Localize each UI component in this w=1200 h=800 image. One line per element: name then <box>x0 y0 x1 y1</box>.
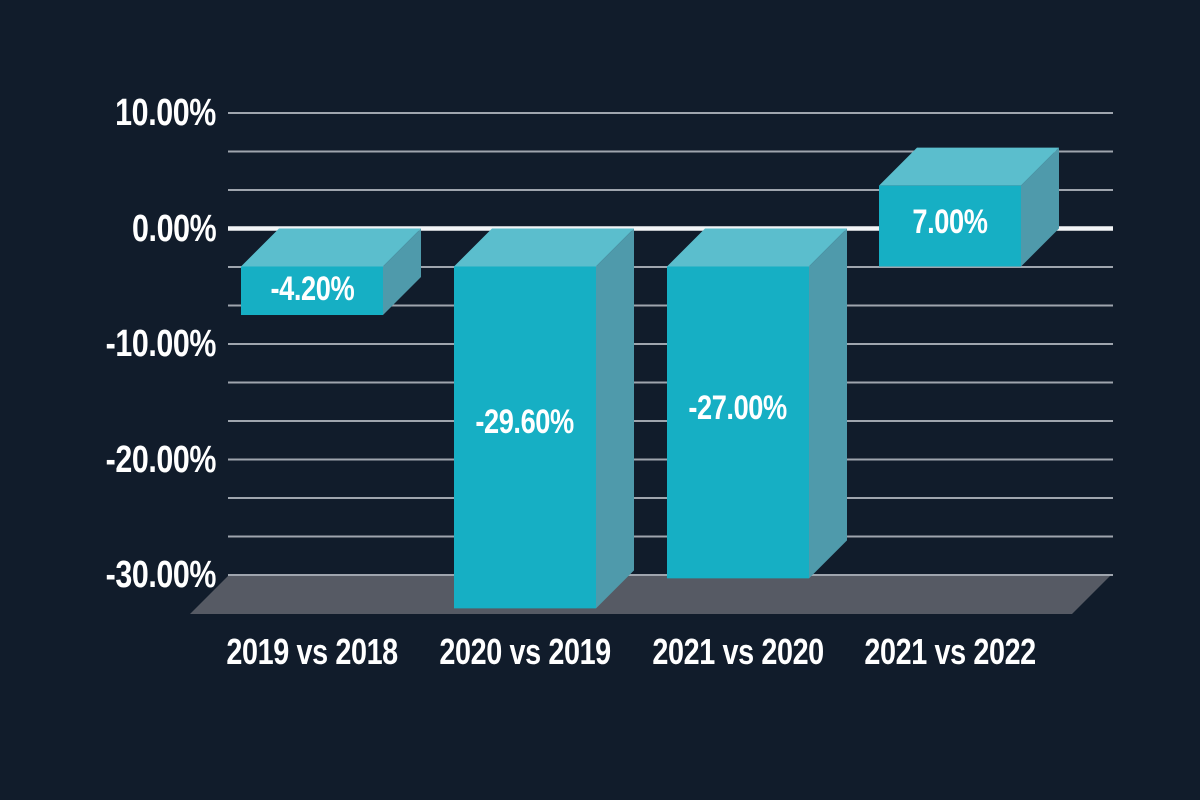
bar-front-face <box>241 266 383 316</box>
bar-front-face <box>879 185 1021 267</box>
chart-floor <box>190 576 1110 614</box>
bar-front-face <box>454 266 596 609</box>
bar-value-label: -29.60% <box>475 403 575 442</box>
bar-side-face <box>809 228 847 579</box>
bar-value-label: -4.20% <box>270 269 354 308</box>
x-axis-category-label: 2020 vs 2019 <box>439 631 611 672</box>
y-axis-tick-label: 0.00% <box>131 207 217 250</box>
bar-top-face <box>879 147 1059 186</box>
x-axis-category-label: 2021 vs 2020 <box>652 631 824 672</box>
bar-side-face <box>1021 147 1059 267</box>
y-axis-tick-label: -30.00% <box>105 554 217 596</box>
y-axis-tick-label: -10.00% <box>105 323 217 365</box>
y-axis-tick-label: 10.00% <box>115 92 216 134</box>
bar-value-label: 7.00% <box>912 203 988 242</box>
bar-side-face <box>383 228 421 316</box>
bar-top-face <box>667 228 847 267</box>
x-axis-category-label: 2021 vs 2022 <box>864 631 1036 672</box>
bar-top-face <box>241 228 421 267</box>
bar-side-face <box>596 228 634 609</box>
bar-value-label: -27.00% <box>688 389 788 428</box>
y-axis-tick-label: -20.00% <box>105 438 217 481</box>
x-axis-category-label: 2019 vs 2018 <box>226 631 398 672</box>
bar-top-face <box>454 228 634 267</box>
bar-front-face <box>667 266 809 579</box>
